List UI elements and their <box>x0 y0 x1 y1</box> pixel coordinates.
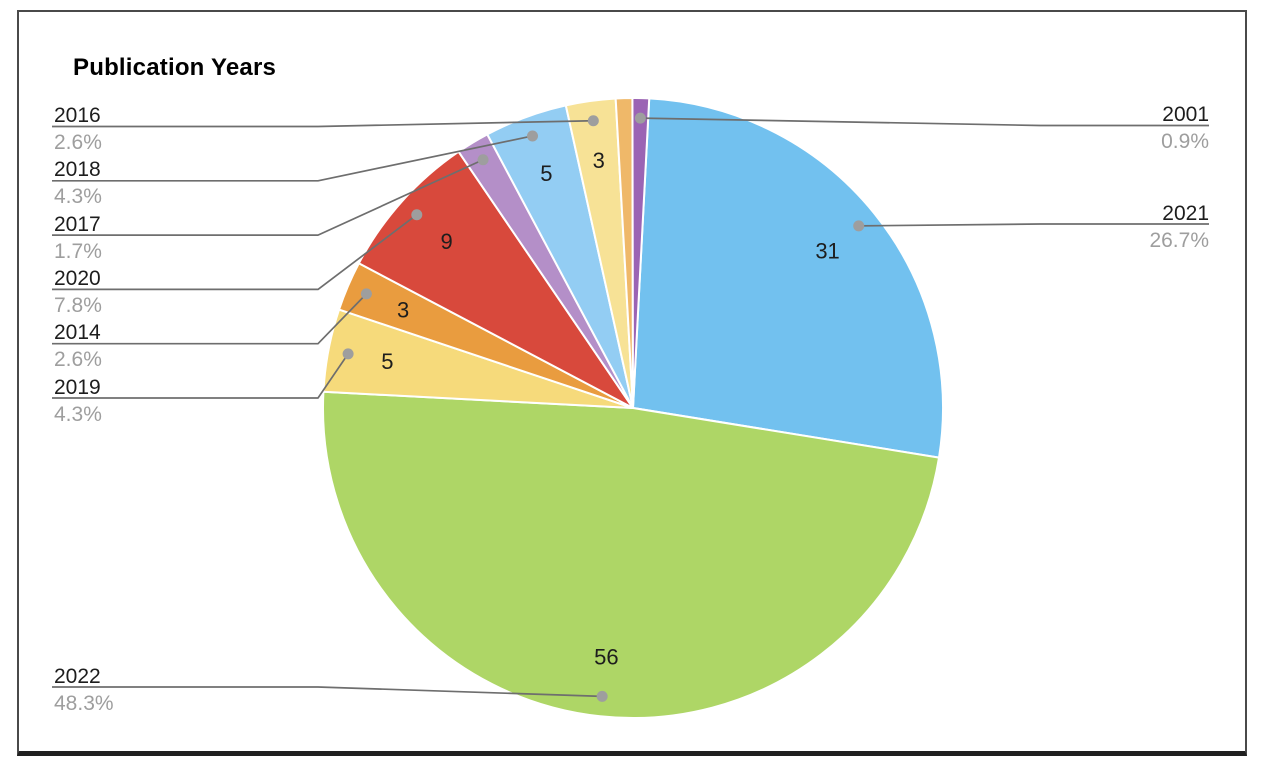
legend-label-2020[interactable]: 2020 7.8% <box>54 266 102 317</box>
label-year: 2001 <box>1162 103 1209 126</box>
legend-label-2001[interactable]: 2001 0.9% <box>1161 104 1209 153</box>
leader-line-2022 <box>52 686 603 698</box>
legend-label-2016[interactable]: 2016 2.6% <box>54 105 102 154</box>
pie-slice-2020[interactable] <box>357 150 634 409</box>
legend-label-2019[interactable]: 2019 4.3% <box>54 375 102 426</box>
label-percent: 2.6% <box>54 131 102 154</box>
leader-dot-2019 <box>342 348 354 360</box>
leader-dot-2020 <box>411 209 423 221</box>
slice-value-2016: 3 <box>593 148 605 173</box>
slice-value-2019: 5 <box>381 349 393 374</box>
slice-value-2020: 9 <box>440 229 452 254</box>
label-year: 2016 <box>54 104 101 127</box>
label-percent: 4.3% <box>54 402 102 426</box>
label-year: 2018 <box>54 158 101 182</box>
label-year: 2019 <box>54 375 101 399</box>
pie-slice-2001[interactable] <box>631 97 651 409</box>
slice-value-2022: 56 <box>594 644 618 669</box>
leader-dot-2021 <box>853 220 865 232</box>
label-year: 2022 <box>54 664 101 688</box>
label-year: 2020 <box>54 266 101 290</box>
slice-value-2021: 31 <box>815 239 839 264</box>
leader-dot-2016 <box>587 115 599 127</box>
label-year: 2017 <box>54 212 101 236</box>
label-percent: 26.7% <box>1149 228 1209 252</box>
legend-label-2014[interactable]: 2014 2.6% <box>54 322 102 371</box>
label-year: 2021 <box>1162 201 1209 225</box>
pie-slice-2022[interactable] <box>322 390 941 719</box>
leader-line-2021 <box>858 223 1209 227</box>
leader-dot-2017 <box>477 154 489 166</box>
label-percent: 0.9% <box>1161 130 1209 153</box>
leader-dot-2018 <box>527 130 539 142</box>
label-percent: 48.3% <box>54 691 114 715</box>
legend-label-2021[interactable]: 2021 26.7% <box>1149 201 1209 252</box>
leader-dot-2014 <box>360 288 372 300</box>
label-percent: 4.3% <box>54 185 102 209</box>
legend-label-2022[interactable]: 2022 48.3% <box>54 664 114 715</box>
leader-line-2020 <box>52 214 418 291</box>
pie-slice-2021[interactable] <box>632 97 944 459</box>
leader-line-2001 <box>640 117 1209 127</box>
leader-line-2018 <box>52 135 533 182</box>
slice-value-2018: 5 <box>540 161 552 186</box>
label-percent: 7.8% <box>54 293 102 317</box>
label-percent: 1.7% <box>54 239 102 263</box>
slice-value-2014: 3 <box>397 297 409 322</box>
leader-line-2016 <box>52 119 594 128</box>
label-year: 2014 <box>54 321 101 345</box>
leader-line-2014 <box>52 293 368 345</box>
chart-title: Publication Years <box>73 54 277 81</box>
legend-label-2017[interactable]: 2017 1.7% <box>54 212 102 263</box>
legend-label-2018[interactable]: 2018 4.3% <box>54 159 102 208</box>
label-percent: 2.6% <box>54 348 102 372</box>
leader-dot-2022 <box>596 690 608 702</box>
leader-dot-2001 <box>634 112 646 124</box>
leader-line-2019 <box>52 353 349 399</box>
leader-line-2017 <box>52 159 484 236</box>
